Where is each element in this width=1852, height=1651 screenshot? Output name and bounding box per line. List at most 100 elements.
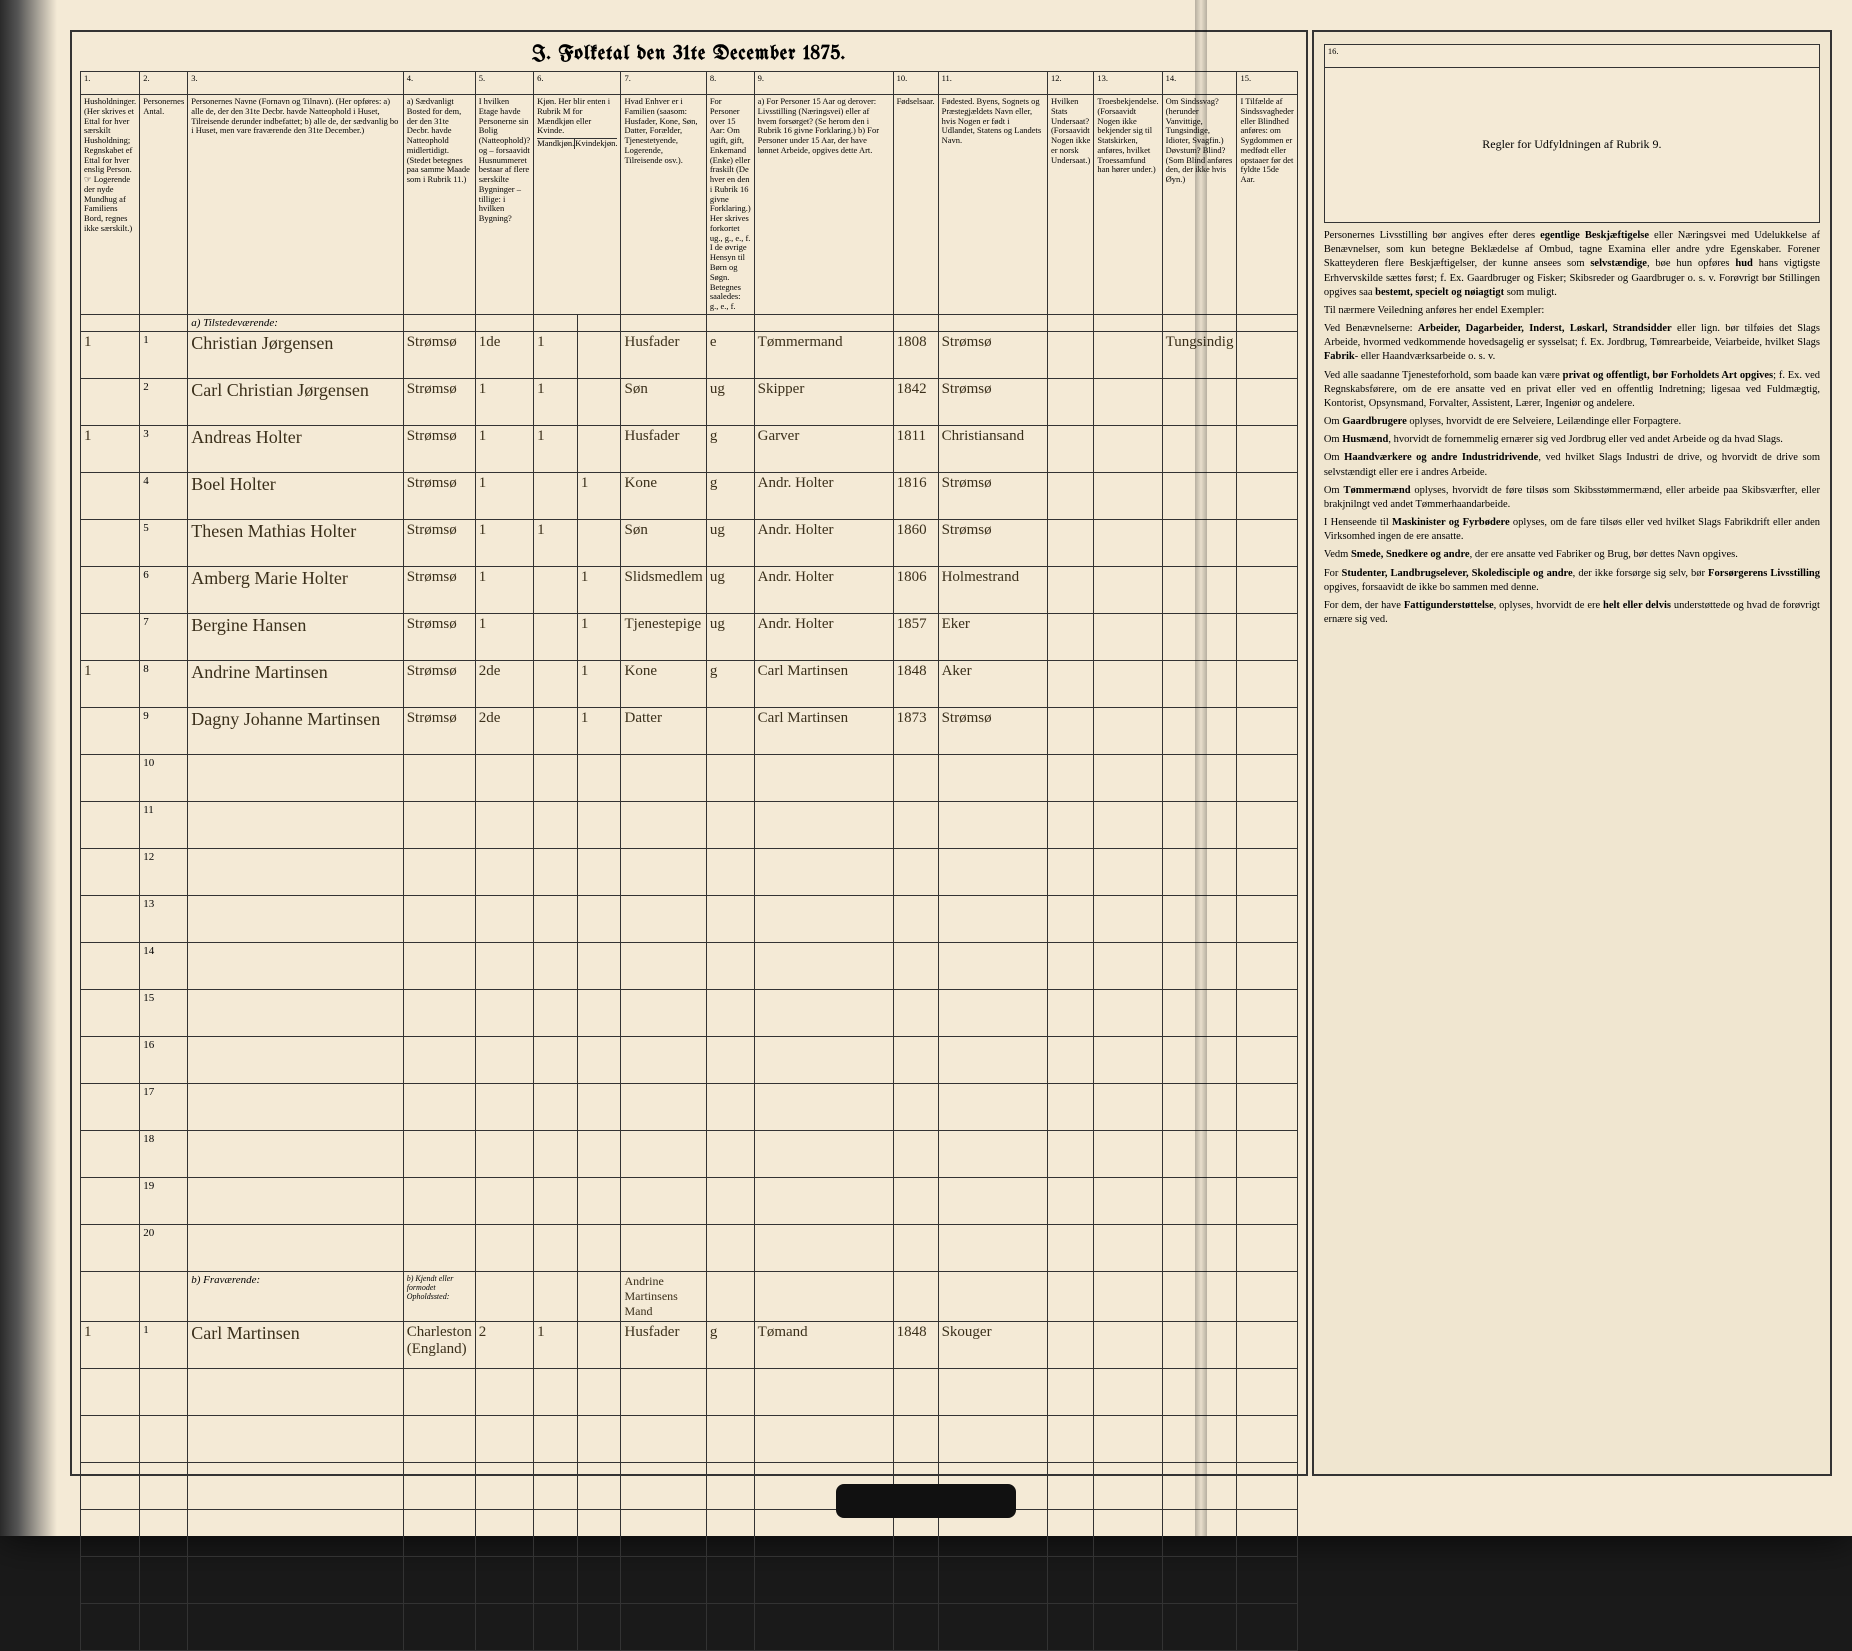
name-cell: Christian Jørgensen: [188, 331, 403, 378]
year-cell: 1873: [893, 707, 938, 754]
occupation-cell: Andr. Holter: [754, 472, 893, 519]
year-cell: 1806: [893, 566, 938, 613]
empty-row: 18: [81, 1130, 1298, 1177]
coln-7: 7.: [621, 72, 706, 95]
c15-cell: [1237, 378, 1297, 425]
c12-cell: [1047, 707, 1093, 754]
occupation-cell: Tømand: [754, 1321, 893, 1368]
marital-cell: ug: [706, 519, 754, 566]
hdr-c6b: Mandkjøn.: [537, 139, 575, 149]
coln-5: 5.: [475, 72, 533, 95]
c13-cell: [1094, 472, 1162, 519]
rules-paragraph: For dem, der have Fattigunderstøttelse, …: [1324, 599, 1820, 627]
floor-cell: 1: [475, 472, 533, 519]
c13-cell: [1094, 707, 1162, 754]
rules-paragraph: Om Husmænd, hvorvidt de fornemmelig ernæ…: [1324, 433, 1820, 447]
rules-paragraph: Om Gaardbrugere oplyses, hvorvidt de ere…: [1324, 415, 1820, 429]
section-a-label: a) Tilstedeværende:: [188, 314, 403, 331]
present-row: 5Thesen Mathias HolterStrømsø11SønugAndr…: [81, 519, 1298, 566]
household-cell: 1: [81, 1321, 140, 1368]
female-cell: 1: [577, 566, 621, 613]
residence-cell: Strømsø: [403, 566, 475, 613]
relation-cell: Søn: [621, 519, 706, 566]
c15-cell: [1237, 331, 1297, 378]
relation-cell: Husfader: [621, 331, 706, 378]
female-cell: 1: [577, 660, 621, 707]
occupation-cell: Andr. Holter: [754, 519, 893, 566]
rules-paragraph: Personernes Livsstilling bør angives eft…: [1324, 229, 1820, 300]
present-row: 7Bergine HansenStrømsø11TjenestepigeugAn…: [81, 613, 1298, 660]
c13-cell: [1094, 519, 1162, 566]
name-cell: Boel Holter: [188, 472, 403, 519]
rownum-cell: 5: [140, 519, 188, 566]
empty-row: 12: [81, 848, 1298, 895]
marital-cell: g: [706, 660, 754, 707]
household-cell: [81, 378, 140, 425]
relation-cell: Datter: [621, 707, 706, 754]
c15-cell: [1237, 472, 1297, 519]
birthplace-cell: Strømsø: [938, 707, 1047, 754]
residence-cell: Strømsø: [403, 472, 475, 519]
empty-row: 16: [81, 1036, 1298, 1083]
hdr-c6: Kjøn. Her blir enten i Rubrik M for Mænd…: [534, 95, 621, 315]
year-cell: 1811: [893, 425, 938, 472]
name-cell: Carl Christian Jørgensen: [188, 378, 403, 425]
birthplace-cell: Strømsø: [938, 378, 1047, 425]
household-cell: 1: [81, 425, 140, 472]
c12-cell: [1047, 613, 1093, 660]
marital-cell: e: [706, 331, 754, 378]
rownum-cell: 14: [140, 942, 188, 989]
male-cell: 1: [534, 425, 578, 472]
present-row: 2Carl Christian JørgensenStrømsø11SønugS…: [81, 378, 1298, 425]
floor-cell: 2: [475, 1321, 533, 1368]
book-spine: [1195, 0, 1207, 1536]
empty-row: 17: [81, 1083, 1298, 1130]
present-row: 6Amberg Marie HolterStrømsø11Slidsmedlem…: [81, 566, 1298, 613]
empty-row: 20: [81, 1224, 1298, 1271]
household-cell: [81, 472, 140, 519]
coln-1: 1.: [81, 72, 140, 95]
residence-cell: Strømsø: [403, 425, 475, 472]
male-cell: 1: [534, 519, 578, 566]
female-cell: 1: [577, 707, 621, 754]
c12-cell: [1047, 331, 1093, 378]
female-cell: [577, 519, 621, 566]
c13-cell: [1094, 1321, 1162, 1368]
birthplace-cell: Christiansand: [938, 425, 1047, 472]
residence-cell: Strømsø: [403, 707, 475, 754]
name-cell: Thesen Mathias Holter: [188, 519, 403, 566]
year-cell: 1816: [893, 472, 938, 519]
present-row: 18Andrine MartinsenStrømsø2de1KonegCarl …: [81, 660, 1298, 707]
male-cell: [534, 660, 578, 707]
year-cell: 1842: [893, 378, 938, 425]
c12-cell: [1047, 472, 1093, 519]
c13-cell: [1094, 425, 1162, 472]
book-clip: [836, 1484, 1016, 1518]
header-row: Husholdninger. (Her skrives et Ettal for…: [81, 95, 1298, 315]
year-cell: 1860: [893, 519, 938, 566]
occupation-cell: Skipper: [754, 378, 893, 425]
rownum-cell: 18: [140, 1130, 188, 1177]
year-cell: 1857: [893, 613, 938, 660]
coln-10: 10.: [893, 72, 938, 95]
relation-cell: Husfader: [621, 1321, 706, 1368]
empty-row: 14: [81, 942, 1298, 989]
rownum-cell: 12: [140, 848, 188, 895]
residence-cell: Strømsø: [403, 613, 475, 660]
relation-cell: Husfader: [621, 425, 706, 472]
rules-paragraph: Ved Benævnelserne: Arbeider, Dagarbeider…: [1324, 322, 1820, 365]
rownum-cell: 11: [140, 801, 188, 848]
marital-cell: ug: [706, 566, 754, 613]
rules-paragraph: Om Tømmermænd oplyses, hvorvidt de føre …: [1324, 484, 1820, 512]
year-cell: 1848: [893, 1321, 938, 1368]
rownum-cell: 13: [140, 895, 188, 942]
colnum-row: 1. 2. 3. 4. 5. 6. 7. 8. 9. 10. 11. 12. 1…: [81, 72, 1298, 95]
empty-row: 19: [81, 1177, 1298, 1224]
coln-8: 8.: [706, 72, 754, 95]
floor-cell: 1: [475, 425, 533, 472]
occupation-cell: Carl Martinsen: [754, 707, 893, 754]
left-page: I. Folketal den 31te December 1875. 1. 2…: [70, 30, 1308, 1476]
floor-cell: 1: [475, 566, 533, 613]
c12-cell: [1047, 378, 1093, 425]
birthplace-cell: Strømsø: [938, 472, 1047, 519]
